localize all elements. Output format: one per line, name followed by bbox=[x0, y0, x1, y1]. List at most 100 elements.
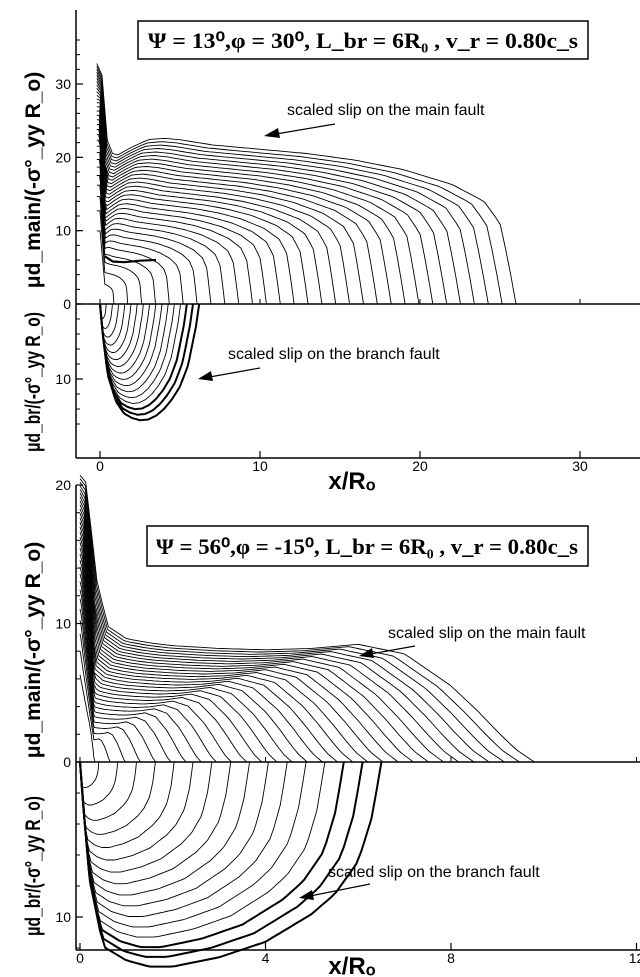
bottom-branch-fault-curves bbox=[79, 761, 383, 968]
branch-fault-slip-curve bbox=[79, 761, 383, 968]
top-chart: 0 10 20 30 10 0 10 20 30 Ψ = 13⁰,φ = 30⁰, L_br … bbox=[22, 10, 640, 495]
main-fault-slip-curve bbox=[79, 513, 384, 763]
main-fault-slip-curve bbox=[96, 91, 392, 305]
bottom-branch-annotation: scaled slip on the branch fault bbox=[328, 864, 540, 881]
branch-fault-slip-curve bbox=[79, 761, 100, 789]
main-fault-slip-curve bbox=[96, 129, 267, 305]
branch-fault-slip-curve bbox=[79, 761, 137, 821]
branch-fault-slip-curve bbox=[99, 303, 132, 354]
main-fault-slip-curve bbox=[96, 230, 115, 305]
branch-fault-slip-curve bbox=[99, 303, 169, 393]
top-main-fault-curves bbox=[96, 63, 517, 305]
branch-fault-slip-curve bbox=[79, 761, 232, 885]
main-fault-slip-curve bbox=[79, 531, 323, 763]
y-tick-label: 20 bbox=[55, 477, 71, 493]
main-fault-slip-curve bbox=[79, 608, 157, 763]
main-fault-slip-curve bbox=[79, 522, 353, 763]
branch-fault-slip-curve bbox=[99, 303, 157, 380]
main-fault-slip-curve bbox=[79, 573, 217, 763]
main-fault-slip-curve bbox=[79, 496, 444, 763]
y-tick-label: 30 bbox=[55, 76, 71, 92]
top-branch-fault-curves bbox=[99, 303, 201, 422]
branch-fault-slip-curve bbox=[79, 761, 326, 938]
main-fault-slip-curve bbox=[96, 210, 129, 305]
main-fault-plateau bbox=[104, 255, 157, 264]
bottom-main-fault-curves bbox=[79, 475, 535, 763]
main-fault-slip-curve bbox=[96, 72, 475, 305]
main-fault-slip-curve bbox=[96, 66, 503, 305]
main-fault-slip-curve bbox=[96, 94, 378, 305]
main-fault-slip-curve bbox=[79, 536, 308, 763]
branch-fault-slip-curve bbox=[99, 303, 138, 361]
main-fault-slip-curve bbox=[96, 184, 156, 305]
main-fault-slip-curve bbox=[96, 63, 517, 305]
main-fault-slip-curve bbox=[96, 106, 337, 305]
y-tick-label: 10 bbox=[55, 223, 71, 239]
y-tick-label: 10 bbox=[55, 371, 71, 387]
branch-fault-slip-curve bbox=[99, 303, 201, 422]
main-fault-slip-curve bbox=[96, 84, 420, 305]
main-fault-slip-curve bbox=[96, 75, 461, 305]
main-fault-slip-curve bbox=[79, 620, 141, 763]
main-fault-slip-curve bbox=[96, 124, 281, 305]
x-tick-label: 0 bbox=[76, 950, 84, 966]
branch-fault-slip-curve bbox=[79, 761, 194, 861]
main-fault-slip-curve bbox=[79, 489, 475, 763]
main-fault-slip-curve bbox=[96, 175, 170, 305]
x-tick-label: 0 bbox=[96, 458, 104, 474]
branch-fault-slip-curve bbox=[79, 761, 119, 806]
main-fault-slip-curve bbox=[96, 114, 309, 305]
x-tick-label: 30 bbox=[572, 458, 588, 474]
main-fault-slip-curve bbox=[96, 69, 489, 305]
top-title-box bbox=[137, 20, 589, 60]
branch-fault-slip-curve bbox=[99, 303, 175, 399]
top-curves bbox=[96, 63, 517, 422]
main-fault-slip-curve bbox=[96, 110, 323, 305]
main-fault-slip-curve bbox=[79, 598, 172, 763]
main-fault-slip-curve bbox=[79, 674, 96, 763]
top-branch-arrow bbox=[198, 367, 261, 381]
main-fault-slip-curve bbox=[96, 139, 240, 305]
y-tick-label: 10 bbox=[55, 909, 71, 925]
top-y-ticks: 0 10 20 30 10 bbox=[55, 39, 83, 425]
main-fault-slip-curve bbox=[79, 504, 414, 763]
main-fault-slip-curve bbox=[79, 492, 459, 763]
branch-fault-slip-curve bbox=[99, 303, 163, 387]
bottom-main-annotation: scaled slip on the main fault bbox=[388, 625, 586, 642]
x-tick-label: 20 bbox=[412, 458, 428, 474]
main-fault-slip-curve bbox=[79, 526, 338, 763]
top-title: Ψ = 13⁰,φ = 30⁰, L_br = 6R₀ , v_r = 0.80… bbox=[148, 28, 578, 53]
bottom-x-axis-label: x/Rₒ bbox=[328, 953, 375, 977]
bottom-branch-arrow bbox=[299, 883, 371, 900]
branch-fault-slip-curve bbox=[99, 303, 151, 374]
main-fault-slip-curve bbox=[96, 87, 406, 305]
top-x-ticks: 0 10 20 30 bbox=[96, 299, 588, 474]
bottom-title-box bbox=[146, 525, 589, 567]
main-fault-slip-curve bbox=[79, 508, 399, 763]
main-fault-slip-curve bbox=[79, 517, 369, 763]
branch-fault-slip-curve bbox=[79, 761, 288, 917]
branch-fault-slip-curve bbox=[79, 761, 307, 928]
main-fault-slip-curve bbox=[79, 485, 490, 763]
main-fault-slip-curve bbox=[79, 475, 535, 763]
branch-fault-slip-curve bbox=[79, 761, 269, 907]
bottom-title: Ψ = 56⁰,φ = -15⁰, L_br = 6R₀ , v_r = 0.8… bbox=[156, 534, 578, 559]
top-main-y-label: μd_main/(-σ°_yy R_o) bbox=[22, 72, 45, 289]
main-fault-slip-curve bbox=[96, 159, 198, 305]
bottom-chart: 0 10 20 10 0 4 8 12 Ψ = 56⁰,φ = -15⁰, L_br = 6… bbox=[22, 475, 640, 977]
bottom-branch-y-label: μd_br/(-σ°_yy R_o) bbox=[22, 796, 45, 936]
main-fault-slip-curve bbox=[79, 553, 263, 763]
main-fault-slip-curve bbox=[79, 581, 202, 763]
branch-fault-slip-curve bbox=[79, 761, 213, 873]
main-fault-slip-curve bbox=[79, 589, 187, 763]
bottom-curves bbox=[79, 475, 535, 968]
top-main-annotation: scaled slip on the main fault bbox=[287, 102, 485, 119]
branch-fault-slip-curve bbox=[79, 761, 175, 848]
y-tick-label: 0 bbox=[63, 754, 71, 770]
main-fault-slip-curve bbox=[96, 98, 364, 305]
x-tick-label: 4 bbox=[262, 950, 270, 966]
main-fault-slip-curve bbox=[79, 560, 247, 763]
bottom-y-ticks: 0 10 20 10 bbox=[55, 477, 83, 949]
branch-fault-slip-curve bbox=[79, 761, 345, 949]
top-x-axis-label: x/Rₒ bbox=[328, 468, 375, 495]
